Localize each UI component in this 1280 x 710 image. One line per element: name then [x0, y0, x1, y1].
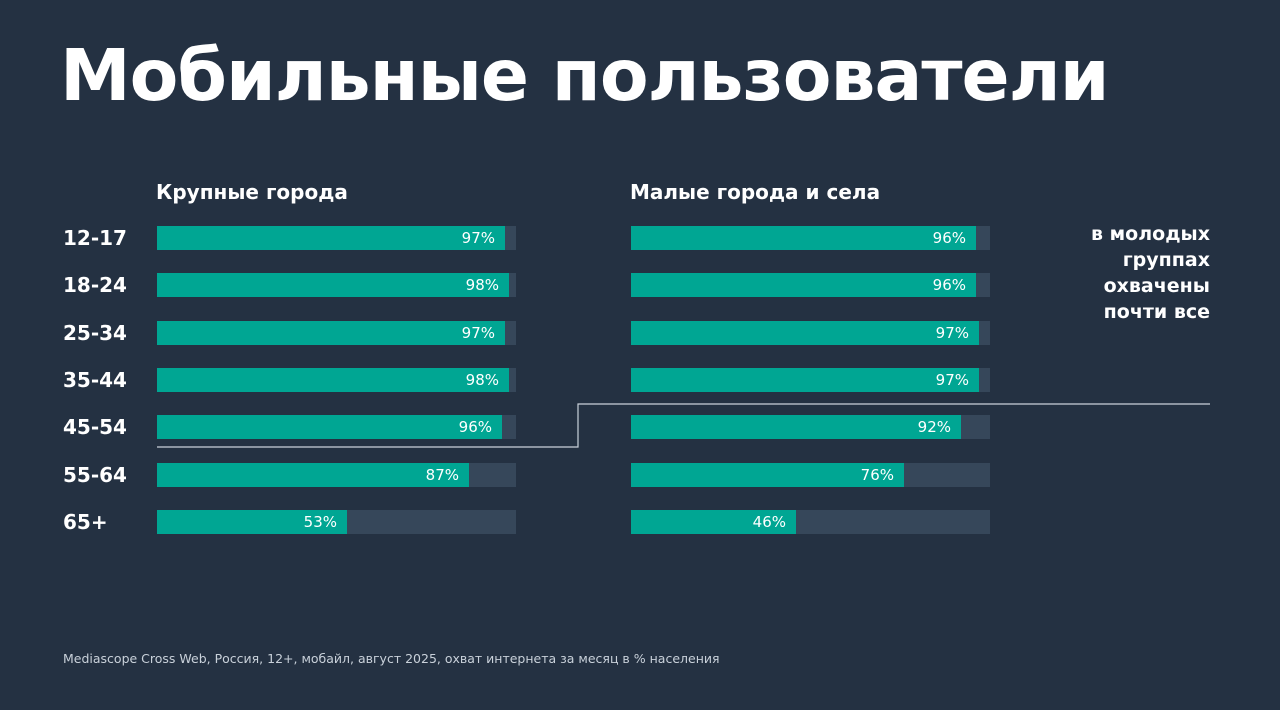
- chart-title-small-towns: Малые города и села: [630, 180, 881, 204]
- bar-value-label: 96%: [458, 418, 492, 437]
- page-title: Мобильные пользователи: [60, 34, 1109, 117]
- bar-track: 46%: [631, 509, 990, 534]
- bar-value-label: 97%: [461, 323, 495, 342]
- bar: [631, 415, 961, 440]
- bar: [157, 320, 505, 345]
- age-group-label: 12-17: [63, 226, 127, 250]
- bar: [631, 320, 979, 345]
- bar-track: 92%: [631, 415, 990, 440]
- bar-value-label: 46%: [752, 512, 786, 531]
- bar-track: 97%: [157, 320, 516, 345]
- bar-track: 97%: [157, 226, 516, 250]
- bar: [157, 509, 347, 534]
- annotation-line: почти все: [1103, 301, 1210, 323]
- bar-track: 53%: [157, 509, 516, 534]
- bar-value-label: 76%: [860, 465, 894, 484]
- bar: [631, 462, 904, 487]
- bar-track: 96%: [631, 226, 990, 250]
- bar-track: 98%: [157, 367, 516, 392]
- bar-value-label: 97%: [935, 323, 969, 342]
- age-group-label: 65+: [63, 509, 108, 534]
- bar-value-label: 92%: [917, 418, 951, 437]
- bar: [631, 509, 796, 534]
- bar-track: 87%: [157, 462, 516, 487]
- bar-value-label: 98%: [465, 370, 499, 389]
- bar-value-label: 87%: [425, 465, 459, 484]
- chart-title-large-cities: Крупные города: [156, 180, 348, 204]
- age-group-label: 55-64: [63, 462, 127, 487]
- age-group-label: 35-44: [63, 367, 127, 392]
- age-group-label: 18-24: [63, 273, 127, 298]
- annotation-line: охвачены: [1103, 275, 1210, 297]
- bar-track: 97%: [631, 320, 990, 345]
- bar-value-label: 53%: [303, 512, 337, 531]
- bar: [631, 226, 976, 250]
- age-group-label: 25-34: [63, 320, 127, 345]
- bar-track: 96%: [157, 415, 516, 440]
- annotation-note: в молодых группах охвачены почти все: [1010, 221, 1210, 325]
- annotation-line: в молодых: [1091, 223, 1210, 245]
- source-footnote: Mediascope Cross Web, Россия, 12+, мобай…: [63, 651, 720, 666]
- bar-value-label: 96%: [932, 276, 966, 295]
- bar-value-label: 97%: [461, 229, 495, 247]
- bar: [631, 273, 976, 298]
- bar-track: 96%: [631, 273, 990, 298]
- bar-track: 97%: [631, 367, 990, 392]
- bar: [631, 367, 979, 392]
- bar: [157, 462, 469, 487]
- bar-value-label: 96%: [932, 229, 966, 247]
- bar-track: 76%: [631, 462, 990, 487]
- bar: [157, 226, 505, 250]
- bar: [157, 367, 509, 392]
- age-group-label: 45-54: [63, 415, 127, 440]
- bar-value-label: 98%: [465, 276, 499, 295]
- bar-track: 98%: [157, 273, 516, 298]
- bar-value-label: 97%: [935, 370, 969, 389]
- bar: [157, 273, 509, 298]
- bar: [157, 415, 502, 440]
- annotation-line: группах: [1122, 249, 1210, 271]
